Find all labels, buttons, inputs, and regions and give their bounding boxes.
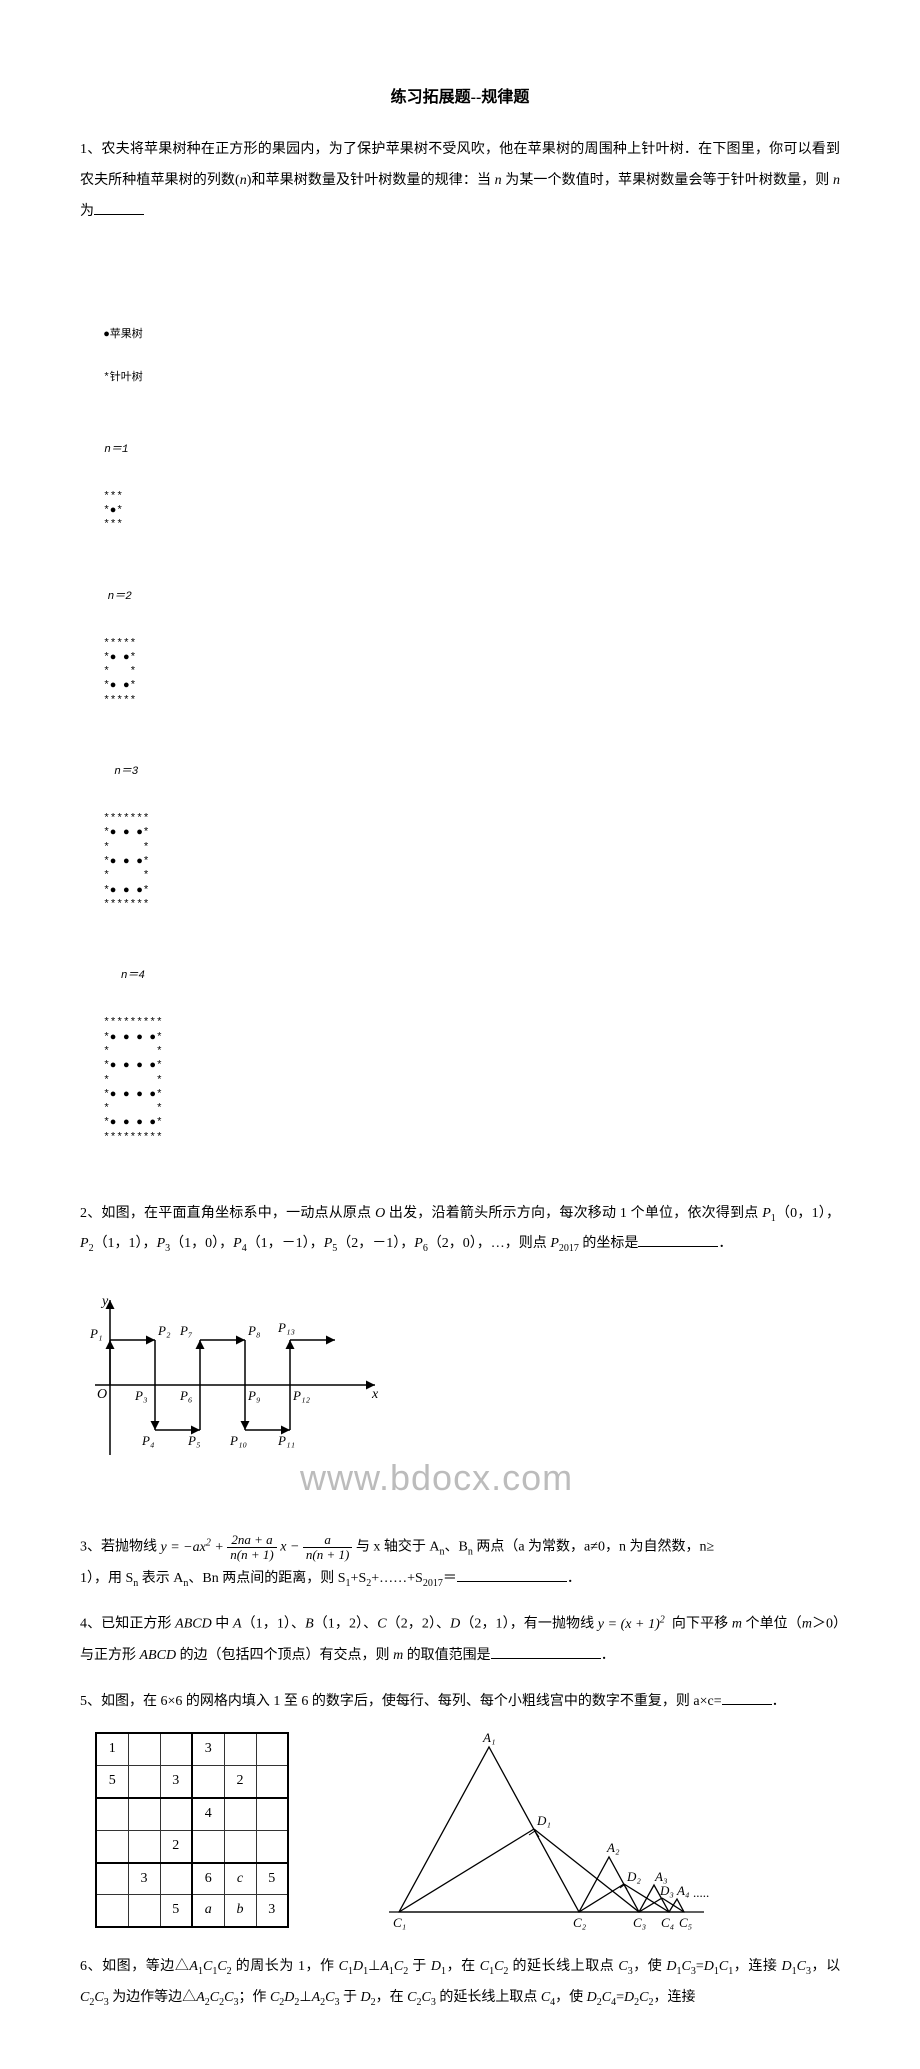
cell-4-4: c bbox=[224, 1863, 256, 1895]
cell-0-3: 3 bbox=[192, 1733, 224, 1765]
question-2: 2、如图，在平面直角坐标系中，一动点从原点 O 出发，沿着箭头所示方向，每次移动… bbox=[80, 1199, 840, 1261]
question-1: 1、农夫将苹果树种在正方形的果园内，为了保护、苹果树不受风吹，他在苹果树的周围种… bbox=[80, 135, 840, 227]
cell-0-5 bbox=[256, 1733, 288, 1765]
svg-text:P₁: P₁ bbox=[89, 1326, 102, 1341]
svg-text:P₃: P₃ bbox=[134, 1388, 147, 1403]
cell-5-4: b bbox=[224, 1895, 256, 1927]
cell-5-0 bbox=[96, 1895, 128, 1927]
legend-pine: *针叶树 bbox=[103, 371, 143, 385]
frac2-num: a bbox=[303, 1533, 352, 1548]
cell-4-5: 5 bbox=[256, 1863, 288, 1895]
cell-4-3: 6 bbox=[192, 1863, 224, 1895]
svg-text:x: x bbox=[371, 1387, 379, 1402]
cell-3-4 bbox=[224, 1830, 256, 1862]
cell-2-5 bbox=[256, 1798, 288, 1830]
cell-0-1 bbox=[128, 1733, 160, 1765]
svg-text:P₉: P₉ bbox=[247, 1388, 260, 1403]
q1-blank bbox=[94, 201, 144, 215]
svg-text:D₁: D₁ bbox=[536, 1813, 551, 1828]
svg-text:A₃: A₃ bbox=[654, 1869, 667, 1884]
cell-2-0 bbox=[96, 1798, 128, 1830]
n1-label: n＝1 bbox=[103, 443, 129, 457]
pattern-2: ***** *● ●* * * *● ●* ***** bbox=[103, 637, 136, 708]
svg-text:C₅: C₅ bbox=[679, 1915, 692, 1930]
cell-3-5 bbox=[256, 1830, 288, 1862]
cell-4-0 bbox=[96, 1863, 128, 1895]
q1-text: 1、农夫将苹果树种在正方形的果园内，为了保护、苹果树不受风吹，他在苹果树的周围种… bbox=[80, 142, 840, 219]
q5-triangle-diagram: A₁ A₂ A₃ A₄ D₁ D₂ D₃ C₁ C₂ C₃ C₄ C₅ ....… bbox=[379, 1727, 729, 1932]
cell-1-4: 2 bbox=[224, 1766, 256, 1798]
cell-0-0: 1 bbox=[96, 1733, 128, 1765]
pattern-1: *** *●* *** bbox=[103, 490, 129, 533]
svg-text:P₁₂: P₁₂ bbox=[292, 1388, 310, 1403]
frac1-den: n(n + 1) bbox=[227, 1548, 276, 1562]
svg-text:P₇: P₇ bbox=[179, 1323, 193, 1338]
cell-0-2 bbox=[160, 1733, 192, 1765]
svg-text:P₁₀: P₁₀ bbox=[229, 1433, 247, 1448]
svg-text:O: O bbox=[97, 1387, 107, 1402]
frac2-den: n(n + 1) bbox=[303, 1548, 352, 1562]
svg-text:A₂: A₂ bbox=[606, 1840, 620, 1855]
cell-3-3 bbox=[192, 1830, 224, 1862]
cell-1-0: 5 bbox=[96, 1766, 128, 1798]
svg-text:P₁₃: P₁₃ bbox=[277, 1320, 295, 1335]
n4-label: n＝4 bbox=[103, 969, 162, 983]
pattern-3: ******* *● ● ●* * * *● ● ●* * * *● ● ●* … bbox=[103, 812, 149, 912]
question-5: 5、如图，在 6×6 的网格内填入 1 至 6 的数字后，使每行、每列、每个小粗… bbox=[80, 1687, 840, 1718]
q2-diagram: y x O P₁ P₂ P₃ P₄ P₅ P₆ P₇ P₈ P₉ P₁₀ P₁₁… bbox=[80, 1290, 390, 1465]
legend-apple: ●苹果树 bbox=[103, 328, 143, 342]
q3-blank bbox=[457, 1568, 567, 1582]
cell-5-3: a bbox=[192, 1895, 224, 1927]
cell-2-4 bbox=[224, 1798, 256, 1830]
svg-text:P₄: P₄ bbox=[141, 1433, 155, 1448]
cell-0-4 bbox=[224, 1733, 256, 1765]
svg-text:A₁: A₁ bbox=[482, 1730, 495, 1745]
frac1-num: 2na + a bbox=[227, 1533, 276, 1548]
cell-1-5 bbox=[256, 1766, 288, 1798]
cell-3-1 bbox=[128, 1830, 160, 1862]
question-4: 4、已知正方形 ABCD 中 A（1，1）、B（1，2）、C（2，2）、D（2，… bbox=[80, 1609, 840, 1671]
svg-text:P₅: P₅ bbox=[187, 1433, 200, 1448]
cell-4-1: 3 bbox=[128, 1863, 160, 1895]
n3-label: n＝3 bbox=[103, 765, 149, 779]
svg-text:.....: ..... bbox=[693, 1885, 709, 1900]
svg-text:A₄: A₄ bbox=[676, 1883, 690, 1898]
page-title: 练习拓展题--规律题 bbox=[80, 80, 840, 115]
svg-text:C₁: C₁ bbox=[393, 1915, 406, 1930]
q1-diagram: ●苹果树 *针叶树 n＝1 *** *●* *** n＝2 ***** *● ●… bbox=[90, 243, 840, 1174]
cell-2-3: 4 bbox=[192, 1798, 224, 1830]
svg-text:C₂: C₂ bbox=[573, 1915, 587, 1930]
svg-text:D₃: D₃ bbox=[659, 1883, 674, 1898]
svg-text:P₁₁: P₁₁ bbox=[277, 1433, 295, 1448]
svg-text:P₆: P₆ bbox=[179, 1388, 192, 1403]
q5-blank bbox=[722, 1691, 772, 1705]
svg-text:C₃: C₃ bbox=[633, 1915, 646, 1930]
n2-label: n＝2 bbox=[103, 590, 136, 604]
svg-text:P₈: P₈ bbox=[247, 1323, 261, 1338]
question-6: 6、如图，等边△A1C1C2 的周长为 1，作 C1D1⊥A1C2 于 D1，在… bbox=[80, 1952, 840, 2014]
cell-2-1 bbox=[128, 1798, 160, 1830]
svg-text:D₂: D₂ bbox=[626, 1869, 641, 1884]
question-3: 3、若抛物线 y = −ax2 + 2na + an(n + 1) x − an… bbox=[80, 1532, 840, 1594]
svg-text:C₄: C₄ bbox=[661, 1915, 675, 1930]
cell-5-1 bbox=[128, 1895, 160, 1927]
cell-1-3 bbox=[192, 1766, 224, 1798]
pattern-4: ********* *● ● ● ●* * * *● ● ● ●* * * *●… bbox=[103, 1016, 162, 1145]
q2-blank bbox=[638, 1233, 718, 1247]
cell-1-1 bbox=[128, 1766, 160, 1798]
q5-text: 5、如图，在 6×6 的网格内填入 1 至 6 的数字后，使每行、每列、每个小粗… bbox=[80, 1694, 786, 1709]
cell-3-2: 2 bbox=[160, 1830, 192, 1862]
cell-5-2: 5 bbox=[160, 1895, 192, 1927]
q4-blank bbox=[491, 1645, 601, 1659]
svg-text:P₂: P₂ bbox=[157, 1323, 171, 1338]
cell-1-2: 3 bbox=[160, 1766, 192, 1798]
cell-4-2 bbox=[160, 1863, 192, 1895]
q5-grid: 1 3 5 3 2 4 2 bbox=[95, 1732, 289, 1928]
cell-2-2 bbox=[160, 1798, 192, 1830]
cell-3-0 bbox=[96, 1830, 128, 1862]
cell-5-5: 3 bbox=[256, 1895, 288, 1927]
